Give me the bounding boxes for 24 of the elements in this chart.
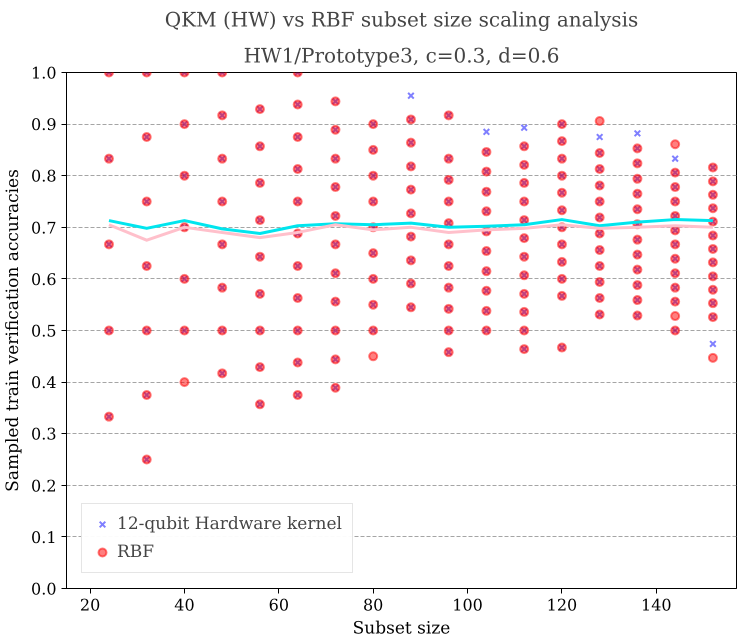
x-tick-label: 20	[80, 596, 100, 614]
legend-label: RBF	[117, 542, 154, 562]
legend-label: 12-qubit Hardware kernel	[117, 514, 342, 534]
y-tick-label: 0.6	[31, 270, 57, 289]
x-tick-label: 60	[268, 596, 290, 614]
y-tick-label: 0.5	[31, 322, 57, 340]
y-tick-label: 0.2	[31, 476, 57, 496]
y-tick-label: 1.0	[31, 64, 57, 82]
x-tick-label: 100	[452, 596, 483, 614]
chart-subtitle: HW1/Prototype3, c=0.3, d=0.6	[244, 44, 560, 68]
y-tick-label: 0.7	[31, 218, 57, 238]
y-tick-label: 0.8	[31, 166, 57, 186]
x-axis-title: Subset size	[352, 618, 450, 638]
x-tick-label: 80	[363, 596, 384, 614]
x-tick-label: 40	[174, 596, 195, 614]
y-axis-title: Sampled train verification accuracies	[3, 169, 24, 492]
y-tick-label: 0.4	[31, 373, 57, 392]
y-tick-label: 0.0	[31, 580, 57, 598]
x-tick-label: 140	[641, 596, 672, 614]
y-tick-label: 0.3	[31, 424, 57, 444]
y-tick-label: 0.1	[31, 528, 57, 547]
x-tick-label: 120	[546, 596, 578, 614]
chart-title: QKM (HW) vs RBF subset size scaling analysis	[164, 8, 638, 32]
y-tick-label: 0.9	[31, 115, 57, 134]
